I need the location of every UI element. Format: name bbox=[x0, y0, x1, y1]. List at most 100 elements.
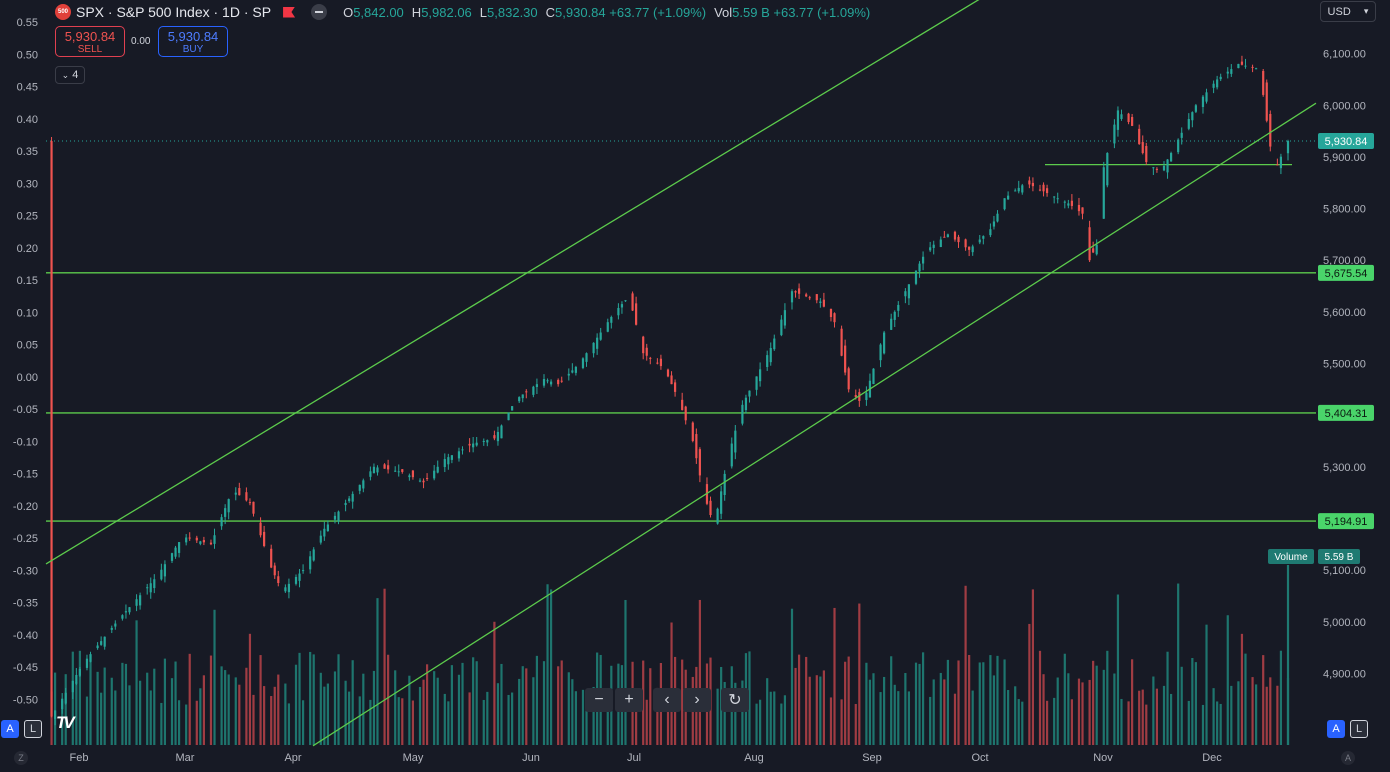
hide-indicator-icon[interactable] bbox=[311, 4, 328, 20]
ohlc-close-value: 5,930.84 +63.77 (+1.09%) bbox=[555, 4, 707, 20]
volume-bar bbox=[344, 680, 347, 745]
candle-body bbox=[1038, 189, 1042, 191]
candle-body bbox=[103, 636, 106, 647]
volume-bar bbox=[797, 654, 801, 745]
candle-body bbox=[89, 654, 92, 662]
volume-bar bbox=[1120, 698, 1123, 745]
candle-body bbox=[298, 573, 301, 581]
scroll-left-button[interactable]: ‹ bbox=[653, 688, 681, 712]
volume-bar bbox=[394, 670, 397, 745]
candle-body bbox=[245, 492, 248, 501]
candle-body bbox=[532, 386, 535, 395]
candle-body bbox=[808, 297, 811, 299]
candle-body bbox=[511, 406, 514, 411]
volume-bar bbox=[649, 668, 652, 745]
flag-icon[interactable] bbox=[283, 6, 296, 18]
x-axis-tick: Dec bbox=[1202, 752, 1222, 764]
volume-bar bbox=[121, 662, 124, 745]
volume-bar bbox=[75, 681, 78, 745]
left-axis-tick: 0.50 bbox=[17, 49, 38, 61]
candle-body bbox=[596, 337, 599, 349]
candle-body bbox=[1216, 79, 1219, 88]
candle-body bbox=[720, 491, 723, 514]
right-auto-scale-button[interactable]: A bbox=[1327, 720, 1345, 738]
volume-bar bbox=[174, 661, 177, 745]
candle-body bbox=[748, 390, 751, 397]
volume-bar bbox=[996, 655, 999, 745]
symbol-title[interactable]: SPX · S&P 500 Index · 1D · SP bbox=[76, 4, 272, 20]
volume-bar bbox=[170, 678, 174, 745]
candle-body bbox=[567, 373, 570, 376]
chevron-down-icon: ▾ bbox=[1363, 6, 1369, 16]
volume-bar bbox=[847, 656, 850, 745]
volume-bar bbox=[1070, 699, 1073, 745]
volume-bar bbox=[1088, 679, 1091, 745]
volume-bar bbox=[822, 670, 825, 745]
volume-bar bbox=[362, 673, 365, 745]
volume-bar bbox=[1138, 690, 1141, 745]
volume-bar bbox=[53, 672, 57, 745]
candle-body bbox=[592, 342, 595, 354]
volume-bar bbox=[571, 679, 574, 745]
volume-bar bbox=[766, 678, 769, 745]
zoom-out-button[interactable]: − bbox=[585, 688, 613, 712]
candle-body bbox=[1194, 105, 1197, 112]
left-axis-tick: 0.00 bbox=[17, 372, 38, 384]
candle-body bbox=[921, 256, 925, 264]
volume-bar bbox=[433, 671, 436, 745]
volume-bar bbox=[1201, 704, 1205, 745]
candle-body bbox=[174, 547, 177, 557]
volume-bar bbox=[989, 655, 992, 745]
volume-bar bbox=[883, 676, 886, 745]
candle-body bbox=[496, 431, 500, 442]
candle-body bbox=[270, 548, 273, 568]
candle-body bbox=[989, 229, 992, 236]
volume-bar bbox=[635, 693, 638, 745]
last-price-tag bbox=[1318, 132, 1374, 149]
right-corner-button[interactable]: A bbox=[1341, 751, 1355, 765]
left-corner-button[interactable]: Z bbox=[14, 751, 28, 765]
candle-body bbox=[574, 366, 577, 373]
volume-bar bbox=[496, 683, 500, 745]
candle-body bbox=[1262, 70, 1265, 95]
candle-body bbox=[1095, 244, 1098, 255]
currency-select[interactable]: USD ▾ bbox=[1320, 1, 1376, 22]
volume-bar bbox=[227, 674, 230, 745]
last-price-label: 5,930.84 bbox=[1325, 136, 1368, 148]
candle-body bbox=[953, 231, 957, 240]
sell-button[interactable]: 5,930.84 SELL bbox=[55, 26, 125, 57]
candle-body bbox=[1201, 96, 1205, 108]
candle-body bbox=[1187, 119, 1190, 129]
volume-bar bbox=[277, 674, 280, 745]
right-axis-tick: 5,300.00 bbox=[1323, 462, 1366, 474]
volume-name-label: Volume bbox=[1274, 552, 1308, 563]
volume-bar bbox=[482, 699, 485, 745]
candle-body bbox=[461, 449, 464, 451]
candle-body bbox=[716, 508, 719, 524]
volume-bar bbox=[560, 660, 563, 745]
candle-body bbox=[153, 579, 156, 589]
right-log-scale-button[interactable]: L bbox=[1350, 720, 1368, 738]
candle-body bbox=[177, 542, 181, 553]
volume-bar bbox=[734, 682, 737, 745]
buy-button[interactable]: 5,930.84 BUY bbox=[158, 26, 228, 57]
tradingview-logo[interactable]: TV bbox=[56, 713, 75, 732]
scroll-right-button[interactable]: › bbox=[683, 688, 711, 712]
volume-bar bbox=[907, 691, 911, 745]
horizontal-levels bbox=[46, 140, 1316, 522]
candle-body bbox=[1265, 82, 1268, 121]
candle-body bbox=[1145, 146, 1148, 163]
volume-bar bbox=[592, 686, 595, 745]
left-log-scale-button[interactable]: L bbox=[24, 720, 42, 738]
volume-bar bbox=[287, 703, 291, 745]
volume-bar bbox=[1003, 659, 1006, 745]
volume-bar bbox=[1240, 633, 1244, 745]
zoom-in-button[interactable]: + bbox=[615, 688, 643, 712]
candle-body bbox=[635, 303, 638, 325]
reset-chart-button[interactable]: ↻ bbox=[721, 688, 749, 712]
indicators-toggle[interactable]: ⌄ 4 bbox=[55, 66, 85, 84]
left-auto-scale-button[interactable]: A bbox=[1, 720, 19, 738]
volume-bar bbox=[273, 686, 276, 745]
volume-bar bbox=[369, 699, 372, 745]
